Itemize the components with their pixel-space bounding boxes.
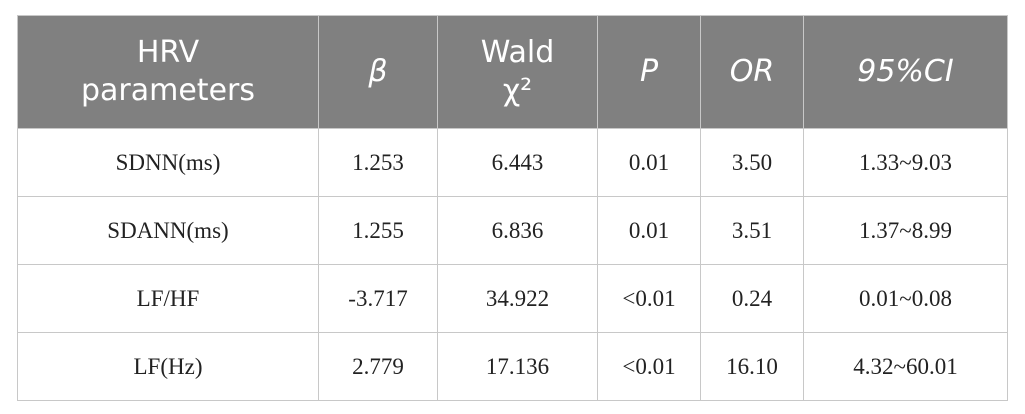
table-cell: -3.717	[318, 264, 438, 333]
header-text: Wald	[480, 35, 555, 70]
table-cell: 3.50	[700, 128, 804, 197]
table-cell: 1.255	[318, 196, 438, 265]
table-cell: SDNN(ms)	[17, 128, 319, 197]
header-text: HRV	[136, 35, 200, 70]
table-cell: 6.836	[437, 196, 598, 265]
table-cell: <0.01	[597, 332, 701, 401]
table-cell: LF/HF	[17, 264, 319, 333]
table-body: SDNN(ms) 1.253 6.443 0.01 3.50 1.33~9.03 SDANN…	[17, 128, 1008, 401]
table-cell: 1.37~8.99	[803, 196, 1008, 265]
header-cell: Wald χ²	[437, 15, 598, 129]
header-cell: 95%CI	[803, 15, 1008, 129]
table-row: LF(Hz) 2.779 17.136 <0.01 16.10 4.32~60.01	[17, 332, 1008, 401]
table-cell: 1.33~9.03	[803, 128, 1008, 197]
results-table: HRV parameters β Wald χ² P OR 95%CI SDNN(ms) 1.2…	[17, 15, 1008, 401]
header-cell: HRV parameters	[17, 15, 319, 129]
header-text: 95%CI	[857, 54, 954, 89]
table-cell: SDANN(ms)	[17, 196, 319, 265]
header-row: HRV parameters β Wald χ² P OR 95%CI	[17, 15, 1008, 129]
table-row: SDNN(ms) 1.253 6.443 0.01 3.50 1.33~9.03	[17, 128, 1008, 197]
table-cell: 0.01~0.08	[803, 264, 1008, 333]
table-cell: 17.136	[437, 332, 598, 401]
header-cell: β	[318, 15, 438, 129]
table-cell: 16.10	[700, 332, 804, 401]
table-cell: 2.779	[318, 332, 438, 401]
table-cell: 0.24	[700, 264, 804, 333]
table-cell: 4.32~60.01	[803, 332, 1008, 401]
header-cell: P	[597, 15, 701, 129]
table-row: LF/HF -3.717 34.922 <0.01 0.24 0.01~0.08	[17, 264, 1008, 333]
header-text: P	[639, 54, 659, 89]
table-cell: 6.443	[437, 128, 598, 197]
table-row: SDANN(ms) 1.255 6.836 0.01 3.51 1.37~8.99	[17, 196, 1008, 265]
table-cell: 3.51	[700, 196, 804, 265]
table-cell: 34.922	[437, 264, 598, 333]
table-cell: LF(Hz)	[17, 332, 319, 401]
header-text: OR	[729, 54, 775, 89]
table-cell: 0.01	[597, 196, 701, 265]
table-cell: 1.253	[318, 128, 438, 197]
header-text: parameters	[80, 73, 255, 108]
table-cell: 0.01	[597, 128, 701, 197]
header-cell: OR	[700, 15, 804, 129]
header-text: χ²	[502, 73, 533, 108]
header-text: β	[368, 54, 388, 89]
table-cell: <0.01	[597, 264, 701, 333]
